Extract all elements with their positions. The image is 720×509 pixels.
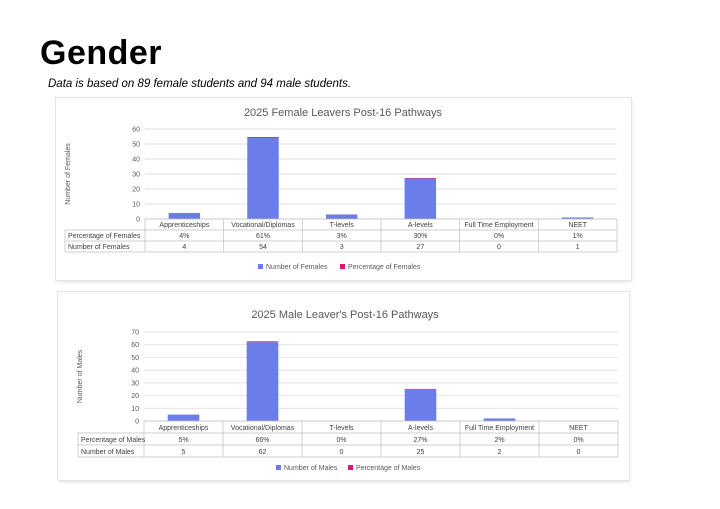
female-y-tick-30: 30 bbox=[132, 172, 140, 179]
female-y-tick-20: 20 bbox=[132, 187, 140, 194]
page-title: Gender bbox=[40, 34, 163, 72]
female-category-label-0: Apprenticeships bbox=[159, 222, 209, 229]
male-cell-1-1: 62 bbox=[259, 449, 267, 456]
male-y-axis-title: Number of Males bbox=[77, 349, 84, 403]
female-cell-0-3: 30% bbox=[413, 233, 427, 240]
female-cell-1-5: 1 bbox=[576, 244, 580, 251]
female-pathways-chart: 2025 Female Leavers Post-16 Pathways Numb… bbox=[64, 107, 618, 271]
male-y-tick-60: 60 bbox=[131, 342, 139, 349]
female-y-tick-0: 0 bbox=[136, 217, 140, 224]
female-row-label-0: Percentage of Females bbox=[68, 233, 141, 240]
female-y-axis-title: Number of Females bbox=[65, 143, 72, 205]
female-cell-0-0: 4% bbox=[179, 233, 189, 240]
male-category-label-1: Vocational/Diplomas bbox=[231, 425, 295, 432]
male-y-tick-20: 20 bbox=[131, 393, 139, 400]
female-y-tick-50: 50 bbox=[132, 142, 140, 149]
male-row-label-1: Number of Males bbox=[81, 449, 135, 456]
male-legend-swatch-percent bbox=[348, 465, 353, 470]
male-bar-count-3 bbox=[404, 389, 437, 421]
male-category-label-3: A-levels bbox=[408, 425, 433, 432]
male-y-tick-0: 0 bbox=[135, 419, 139, 426]
male-category-label-5: NEET bbox=[569, 425, 588, 432]
male-pathways-chart: 2025 Male Leaver's Post-16 Pathways Numbe… bbox=[77, 309, 619, 472]
male-cell-1-5: 0 bbox=[577, 449, 581, 456]
female-cell-1-0: 4 bbox=[182, 244, 186, 251]
male-y-tick-40: 40 bbox=[131, 368, 139, 375]
female-category-label-3: A-levels bbox=[408, 222, 433, 229]
male-chart-panel: 2025 Male Leaver's Post-16 Pathways Numbe… bbox=[58, 292, 629, 480]
female-legend-swatch-count bbox=[258, 264, 263, 269]
female-category-label-5: NEET bbox=[568, 222, 587, 229]
female-y-tick-60: 60 bbox=[132, 127, 140, 134]
male-bar-count-4 bbox=[483, 418, 516, 421]
female-row-label-1: Number of Females bbox=[68, 244, 130, 251]
male-category-label-2: T-levels bbox=[329, 425, 354, 432]
male-legend-label-count: Number of Males bbox=[284, 465, 338, 472]
male-cell-0-1: 66% bbox=[255, 437, 269, 444]
female-bar-percent-1 bbox=[247, 137, 279, 138]
female-bar-count-1 bbox=[247, 138, 279, 219]
male-cell-0-2: 0% bbox=[336, 437, 346, 444]
male-row-label-0: Percentage of Males bbox=[81, 437, 146, 444]
female-cell-1-4: 0 bbox=[497, 244, 501, 251]
male-cell-0-0: 5% bbox=[178, 437, 188, 444]
female-cell-1-3: 27 bbox=[416, 244, 424, 251]
male-cell-0-3: 27% bbox=[413, 437, 427, 444]
female-legend-label-percent: Percentage of Females bbox=[348, 264, 421, 271]
male-cell-1-3: 25 bbox=[417, 449, 425, 456]
female-bar-count-3 bbox=[404, 178, 437, 219]
female-cell-1-2: 3 bbox=[340, 244, 344, 251]
male-bar-percent-1 bbox=[246, 341, 279, 343]
male-bar-count-0 bbox=[167, 414, 200, 421]
male-y-tick-30: 30 bbox=[131, 380, 139, 387]
male-cell-0-4: 2% bbox=[494, 437, 504, 444]
female-cell-0-1: 61% bbox=[256, 233, 270, 240]
female-legend-swatch-percent bbox=[340, 264, 345, 269]
female-chart-panel: 2025 Female Leavers Post-16 Pathways Numb… bbox=[56, 98, 631, 280]
page-subtitle: Data is based on 89 female students and … bbox=[48, 78, 352, 90]
female-category-label-1: Vocational/Diplomas bbox=[231, 222, 295, 229]
male-chart-title: 2025 Male Leaver's Post-16 Pathways bbox=[251, 309, 439, 321]
female-bar-count-0 bbox=[168, 213, 201, 219]
female-y-tick-40: 40 bbox=[132, 157, 140, 164]
male-category-label-4: Full Time Employment bbox=[465, 425, 534, 432]
female-legend-label-count: Number of Females bbox=[266, 264, 328, 271]
male-y-tick-70: 70 bbox=[131, 330, 139, 337]
male-legend-label-percent: Percentage of Males bbox=[356, 465, 421, 472]
male-cell-1-4: 2 bbox=[498, 449, 502, 456]
male-cell-0-5: 0% bbox=[573, 437, 583, 444]
female-y-tick-10: 10 bbox=[132, 202, 140, 209]
male-category-label-0: Apprenticeships bbox=[159, 425, 209, 432]
female-category-label-2: T-levels bbox=[330, 222, 355, 229]
male-y-tick-50: 50 bbox=[131, 355, 139, 362]
female-cell-0-5: 1% bbox=[573, 233, 583, 240]
female-cell-0-4: 0% bbox=[494, 233, 504, 240]
male-cell-1-2: 0 bbox=[340, 449, 344, 456]
female-bar-count-5 bbox=[561, 217, 594, 219]
male-legend-swatch-count bbox=[276, 465, 281, 470]
female-bar-count-2 bbox=[325, 214, 358, 219]
male-y-tick-10: 10 bbox=[131, 406, 139, 413]
male-bar-count-1 bbox=[246, 342, 279, 421]
female-chart-title: 2025 Female Leavers Post-16 Pathways bbox=[244, 107, 443, 119]
female-category-label-4: Full Time Employment bbox=[464, 222, 533, 229]
male-cell-1-0: 5 bbox=[182, 449, 186, 456]
female-cell-1-1: 54 bbox=[259, 244, 267, 251]
female-cell-0-2: 3% bbox=[337, 233, 347, 240]
